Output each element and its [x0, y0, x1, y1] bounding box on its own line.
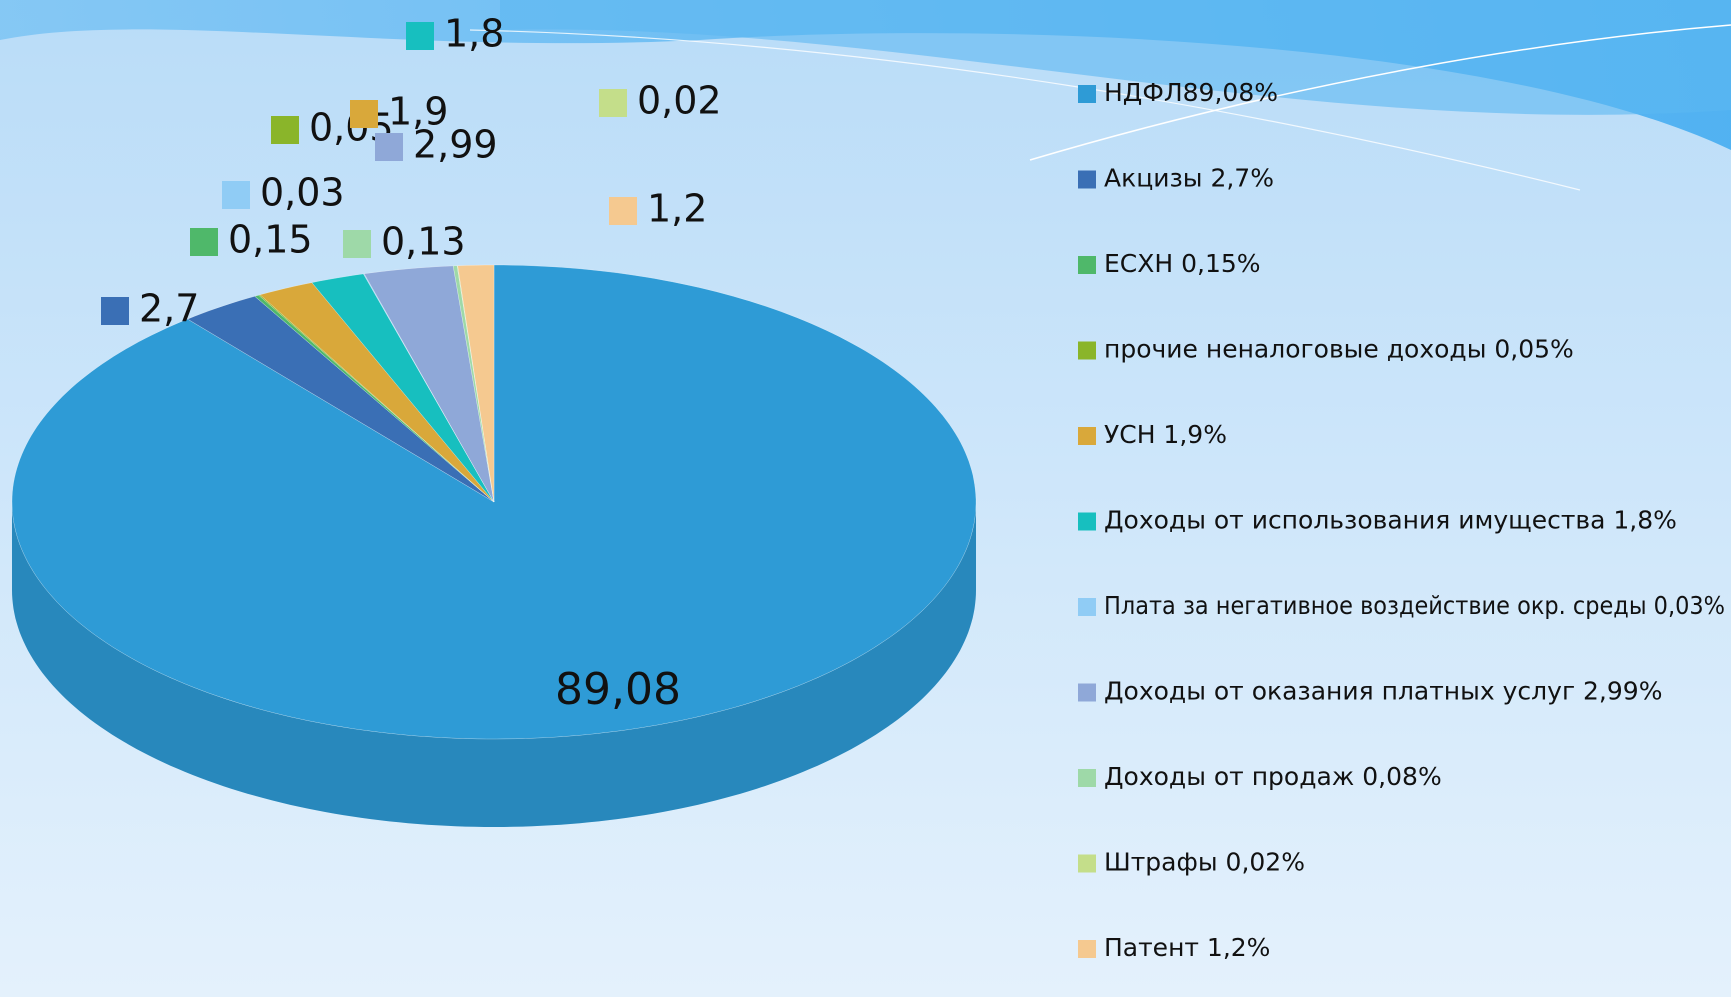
data-label: 89,08: [555, 664, 681, 715]
legend-label: Плата за негативное воздействие окр. сре…: [1104, 591, 1725, 620]
slice: [187, 296, 495, 503]
legend-label: НДФЛ89,08%: [1104, 78, 1278, 107]
slice: [259, 282, 495, 503]
wave-line: [1029, 24, 1731, 161]
legend-label: Доходы от оказания платных услуг 2,99%: [1104, 677, 1662, 706]
slice: [311, 273, 495, 503]
data-label: 1,8: [444, 12, 504, 56]
legend-marker: [1078, 598, 1096, 616]
wave: [500, 0, 1731, 115]
label-marker: [609, 197, 637, 225]
data-label: 2,99: [413, 123, 498, 167]
legend: НДФЛ89,08% Акцизы 2,7% ЕСХН 0,15% прочие не…: [1078, 78, 1725, 962]
label-marker: [599, 89, 627, 117]
legend-marker: [1078, 427, 1096, 445]
data-label: 0,15: [228, 218, 313, 262]
label-marker: [350, 100, 378, 128]
legend-marker: [1078, 85, 1096, 103]
data-label: 0,03: [260, 171, 345, 215]
legend-marker: [1078, 769, 1096, 787]
data-label: 0,02: [637, 79, 722, 123]
legend-marker: [1078, 341, 1096, 360]
legend-marker: [1078, 256, 1096, 274]
data-label: 0,13: [381, 220, 466, 264]
slice: [363, 265, 495, 503]
pie: [11, 264, 977, 827]
label-marker: [101, 297, 129, 325]
slice: [457, 264, 495, 503]
label-marker: [375, 133, 403, 161]
legend-marker: [1078, 854, 1096, 873]
label-marker: [190, 228, 218, 256]
data-label: 1,9: [388, 90, 448, 134]
legend-label: Доходы от продаж 0,08%: [1104, 762, 1442, 791]
legend-label: ЕСХН 0,15%: [1104, 249, 1261, 278]
legend-marker: [1078, 940, 1096, 958]
label-marker: [271, 116, 299, 144]
label-marker: [222, 181, 250, 209]
legend-marker: [1078, 170, 1096, 189]
legend-label: Штрафы 0,02%: [1104, 848, 1305, 877]
legend-label: УСН 1,9%: [1104, 420, 1227, 449]
side-shade: [12, 502, 976, 827]
data-label: 1,2: [647, 187, 707, 231]
legend-label: Доходы от использования имущества 1,8%: [1104, 506, 1677, 535]
data-label: 2,7: [139, 287, 199, 331]
label-marker: [517, 678, 545, 706]
label-marker: [343, 230, 371, 258]
legend-label: Акцизы 2,7%: [1104, 164, 1274, 193]
label-marker: [406, 22, 434, 50]
legend-marker: [1078, 683, 1096, 702]
slice-side: [12, 502, 976, 827]
data-labels: 89,082,70,150,051,91,80,032,990,130,021,…: [101, 12, 722, 715]
legend-label: прочие неналоговые доходы 0,05%: [1104, 335, 1574, 364]
legend-marker: [1078, 512, 1096, 531]
legend-label: Патент 1,2%: [1104, 933, 1270, 962]
